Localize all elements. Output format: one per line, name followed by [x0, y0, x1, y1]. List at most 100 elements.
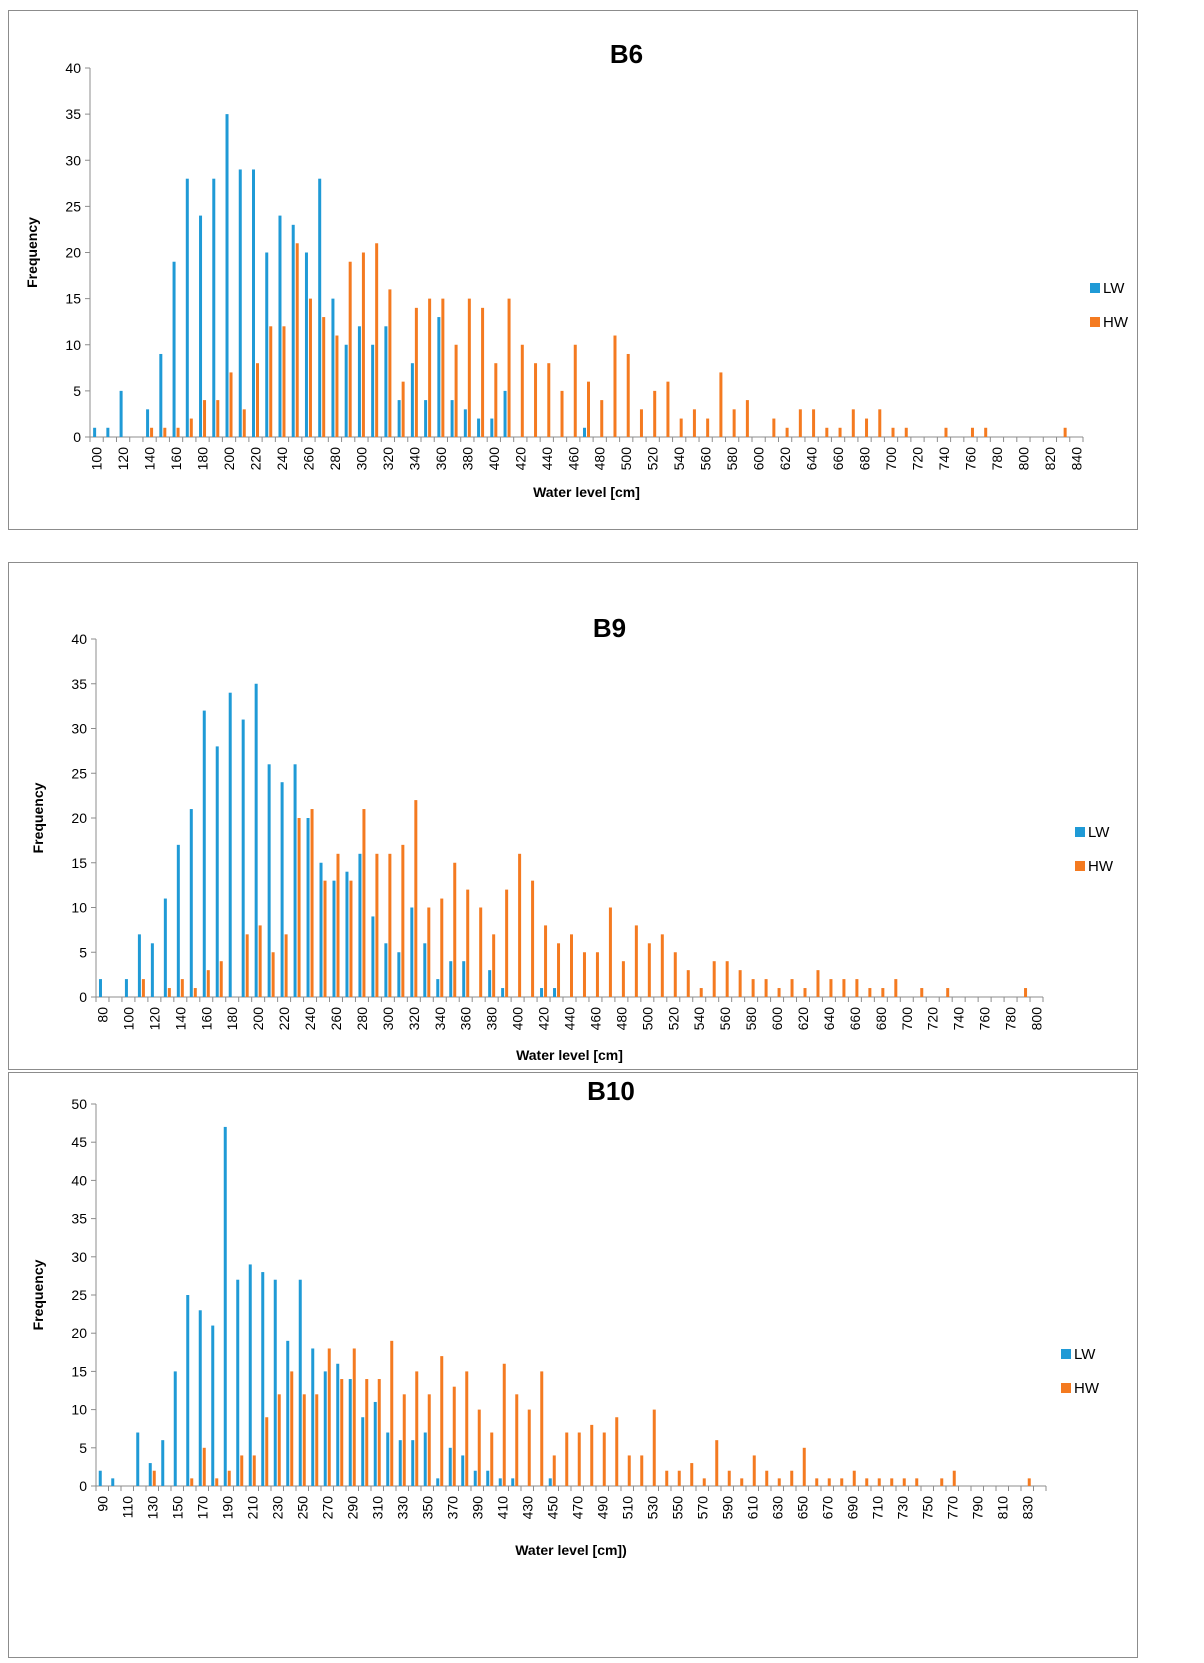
bar-hw: [920, 988, 924, 997]
bar-hw: [915, 1478, 919, 1486]
x-tick-label: 100: [89, 447, 105, 471]
bar-lw: [461, 1455, 465, 1486]
x-tick-label: 440: [539, 447, 555, 471]
bar-hw: [626, 353, 630, 437]
bar-lw: [254, 683, 258, 997]
bar-hw: [180, 979, 184, 997]
y-tick-label: 40: [71, 1172, 87, 1188]
bar-hw: [202, 1447, 206, 1486]
x-tick-label: 510: [619, 1496, 635, 1520]
bar-hw: [427, 1394, 431, 1486]
bar-hw: [206, 970, 210, 997]
bar-hw: [842, 979, 846, 997]
bar-lw: [185, 178, 189, 437]
bar-hw: [615, 1417, 619, 1486]
y-tick-label: 0: [73, 429, 81, 445]
x-tick-label: 770: [944, 1496, 960, 1520]
x-tick-label: 350: [419, 1496, 435, 1520]
bar-hw: [229, 372, 233, 437]
x-tick-label: 800: [1029, 1007, 1045, 1031]
x-tick-label: 90: [94, 1496, 110, 1512]
x-tick-label: 120: [115, 447, 131, 471]
bar-hw: [699, 988, 703, 997]
bar-lw: [490, 418, 494, 437]
bar-hw: [336, 853, 340, 997]
bar-hw: [785, 427, 789, 437]
bar-hw: [295, 243, 299, 437]
legend-swatch-lw: [1075, 827, 1085, 837]
x-tick-label: 490: [594, 1496, 610, 1520]
bar-lw: [280, 782, 284, 997]
bar-hw: [777, 1478, 781, 1486]
bar-hw: [375, 853, 379, 997]
bar-hw: [602, 1432, 606, 1486]
x-tick-label: 110: [119, 1496, 135, 1519]
bar-hw: [878, 409, 882, 437]
bar-hw: [946, 988, 950, 997]
bar-hw: [712, 961, 716, 997]
bar-hw: [772, 418, 776, 437]
chart-title: B6: [610, 39, 643, 69]
bar-hw: [349, 880, 353, 997]
bar-lw: [98, 979, 102, 997]
bar-hw: [190, 1478, 194, 1486]
bar-hw: [310, 809, 314, 997]
x-tick-label: 240: [302, 1007, 318, 1031]
bar-hw: [740, 1478, 744, 1486]
x-tick-label: 560: [717, 1007, 733, 1031]
bar-hw: [582, 952, 586, 997]
bar-hw: [902, 1478, 906, 1486]
bar-lw: [228, 692, 232, 997]
bar-lw: [267, 764, 271, 997]
bar-hw: [414, 307, 418, 437]
bar-hw: [725, 961, 729, 997]
bar-hw: [764, 979, 768, 997]
x-tick-label: 280: [354, 1007, 370, 1031]
bar-hw: [479, 907, 483, 997]
bar-hw: [335, 335, 339, 437]
bar-hw: [595, 952, 599, 997]
bar-hw: [315, 1394, 319, 1486]
bar-lw: [286, 1340, 290, 1486]
x-tick-label: 670: [819, 1496, 835, 1520]
x-tick-label: 640: [821, 1007, 837, 1031]
bar-hw: [203, 400, 207, 437]
bar-lw: [150, 943, 154, 997]
bar-lw: [511, 1478, 515, 1486]
chart-panel-b6: B6 0 5 10 15 20 25 30 35 40 100 120 140 160 180 200 220 2…: [8, 10, 1138, 530]
bar-hw: [600, 400, 604, 437]
bar-hw: [167, 988, 171, 997]
bar-hw: [377, 1379, 381, 1486]
x-tick-label: 660: [847, 1007, 863, 1031]
bar-hw: [481, 307, 485, 437]
x-tick-label: 580: [724, 447, 740, 471]
x-tick-label: 380: [459, 447, 475, 471]
bar-hw: [692, 409, 696, 437]
bar-hw: [560, 390, 564, 437]
x-tick-label: 140: [142, 447, 158, 471]
bar-hw: [825, 427, 829, 437]
bar-hw: [727, 1470, 731, 1486]
x-tick-label: 500: [618, 447, 634, 471]
bar-hw: [150, 427, 154, 437]
bar-hw: [547, 363, 551, 437]
x-tick-label: 690: [844, 1496, 860, 1520]
bar-lw: [477, 418, 481, 437]
x-tick-label: 840: [1068, 447, 1084, 471]
x-tick-label: 370: [444, 1496, 460, 1520]
bar-lw: [236, 1279, 240, 1486]
bar-lw: [553, 988, 557, 997]
x-tick-label: 800: [1015, 447, 1031, 471]
bar-hw: [752, 1455, 756, 1486]
bar-lw: [148, 1463, 152, 1486]
bar-hw: [608, 907, 612, 997]
x-tick-label: 480: [613, 1007, 629, 1031]
x-tick-label: 500: [639, 1007, 655, 1031]
bar-lw: [293, 764, 297, 997]
bar-hw: [719, 372, 723, 437]
bar-lw: [503, 390, 507, 437]
bar-hw: [827, 1478, 831, 1486]
x-tick-label: 390: [469, 1496, 485, 1520]
bar-hw: [790, 979, 794, 997]
